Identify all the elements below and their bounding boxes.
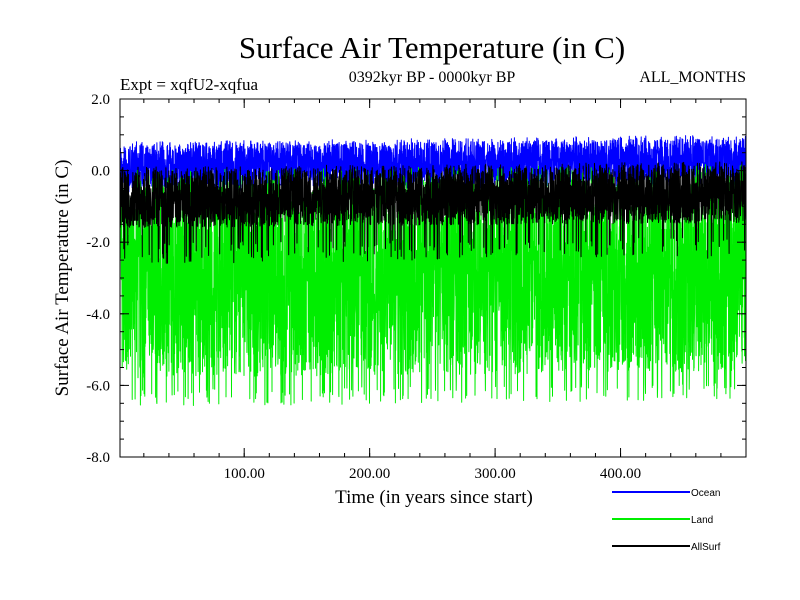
legend-label-ocean: Ocean (691, 488, 720, 499)
y-axis-label: Surface Air Temperature (in C) (52, 160, 73, 397)
y-tick-label: -6.0 (86, 378, 110, 394)
chart-subtitle-left: Expt = xqfU2-xqfua (120, 75, 258, 94)
y-tick-label: -2.0 (86, 235, 110, 251)
chart-title: Surface Air Temperature (in C) (239, 30, 625, 65)
legend-label-allsurf: AllSurf (691, 542, 721, 553)
x-tick-label: 100.00 (224, 466, 265, 482)
chart-subtitle-right: ALL_MONTHS (639, 69, 746, 86)
x-tick-label: 200.00 (349, 466, 390, 482)
chart-subtitle-center: 0392kyr BP - 0000kyr BP (349, 69, 516, 86)
legend-label-land: Land (691, 515, 713, 526)
series-line-allsurf (119, 161, 747, 264)
y-tick-label: -8.0 (86, 450, 110, 466)
y-tick-label: 0.0 (91, 164, 110, 180)
x-tick-label: 300.00 (474, 466, 515, 482)
y-tick-label: 2.0 (91, 92, 110, 108)
tick-layer: 2.0 0.0 -2.0 -4.0 -6.0 -8.0 100.00 200.00 300.00… (86, 92, 746, 482)
series-layer (119, 135, 747, 406)
x-axis-label: Time (in years since start) (335, 487, 533, 508)
y-tick-label: -4.0 (86, 307, 110, 323)
x-tick-label: 400.00 (600, 466, 641, 482)
legend: Ocean Land AllSurf (612, 488, 721, 553)
